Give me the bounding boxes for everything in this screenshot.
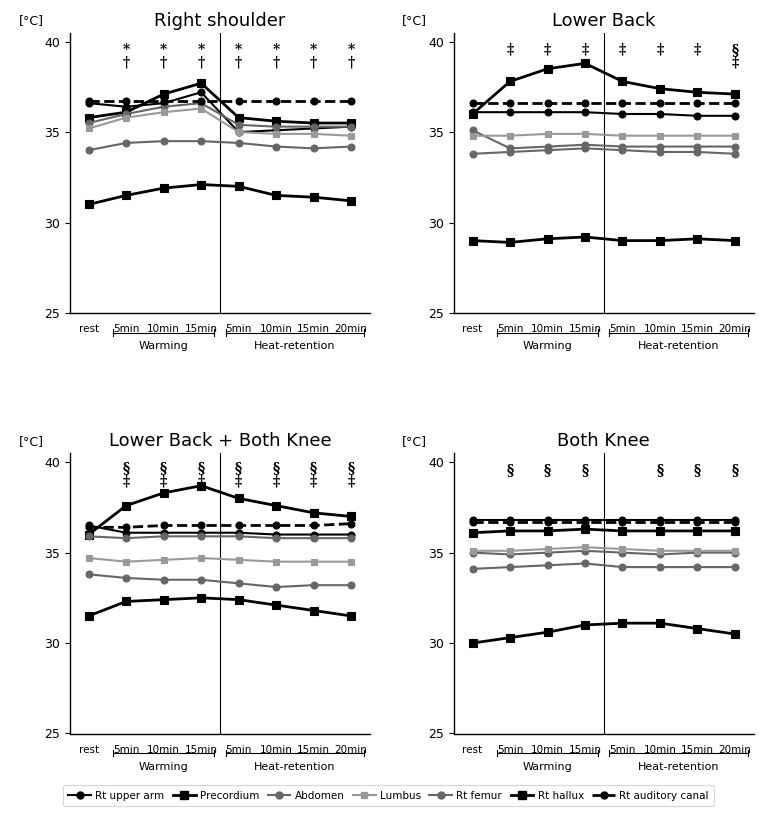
Text: †: † [123, 55, 130, 69]
Text: §: § [310, 460, 317, 474]
Text: Warming: Warming [523, 761, 573, 772]
Text: *: * [235, 42, 242, 57]
Text: Warming: Warming [139, 341, 189, 351]
Text: *: * [160, 42, 167, 57]
Text: Heat-retention: Heat-retention [638, 761, 720, 772]
Text: §: § [507, 463, 514, 478]
Text: 15min: 15min [681, 745, 714, 755]
Text: §: § [160, 460, 167, 474]
Text: §: § [235, 460, 242, 474]
Text: §: § [197, 460, 204, 474]
Text: ‡: ‡ [507, 42, 514, 57]
Text: 5min: 5min [225, 745, 252, 755]
Text: 10min: 10min [531, 745, 564, 755]
Y-axis label: [°C]: [°C] [402, 434, 427, 447]
Text: 10min: 10min [260, 324, 293, 334]
Text: ‡: ‡ [694, 42, 701, 57]
Title: Lower Back: Lower Back [552, 11, 656, 29]
Text: ‡: ‡ [544, 42, 551, 57]
Text: Warming: Warming [523, 341, 573, 351]
Text: 10min: 10min [260, 745, 293, 755]
Text: §: § [731, 42, 738, 57]
Text: ‡: ‡ [310, 474, 317, 488]
Text: Heat-retention: Heat-retention [254, 341, 336, 351]
Text: 15min: 15min [569, 324, 601, 334]
Text: †: † [310, 55, 317, 69]
Text: rest: rest [78, 745, 99, 755]
Text: 5min: 5min [609, 324, 636, 334]
Legend: Rt upper arm, Precordium, Abdomen, Lumbus, Rt femur, Rt hallux, Rt auditory cana: Rt upper arm, Precordium, Abdomen, Lumbu… [63, 786, 714, 806]
Text: §: § [731, 463, 738, 478]
Text: 5min: 5min [609, 745, 636, 755]
Text: 5min: 5min [113, 745, 139, 755]
Text: 20min: 20min [335, 745, 368, 755]
Text: ‡: ‡ [581, 42, 589, 57]
Text: ‡: ‡ [657, 42, 664, 57]
Text: 10min: 10min [147, 324, 180, 334]
Y-axis label: [°C]: [°C] [19, 14, 44, 27]
Text: 10min: 10min [147, 745, 180, 755]
Text: 15min: 15min [297, 324, 330, 334]
Text: rest: rest [462, 324, 483, 334]
Text: ‡: ‡ [160, 474, 167, 488]
Text: 20min: 20min [719, 745, 751, 755]
Text: *: * [273, 42, 280, 57]
Text: Heat-retention: Heat-retention [638, 341, 720, 351]
Text: Warming: Warming [139, 761, 189, 772]
Text: §: § [544, 463, 551, 478]
Text: 10min: 10min [643, 324, 677, 334]
Text: 5min: 5min [497, 745, 523, 755]
Text: ‡: ‡ [235, 474, 242, 488]
Text: rest: rest [78, 324, 99, 334]
Text: Heat-retention: Heat-retention [254, 761, 336, 772]
Text: 10min: 10min [531, 324, 564, 334]
Text: †: † [197, 55, 205, 69]
Text: 10min: 10min [643, 745, 677, 755]
Text: ‡: ‡ [731, 55, 739, 69]
Text: *: * [347, 42, 355, 57]
Text: †: † [273, 55, 280, 69]
Text: 15min: 15min [297, 745, 330, 755]
Text: 5min: 5min [225, 324, 252, 334]
Text: §: § [123, 460, 130, 474]
Text: §: § [273, 460, 280, 474]
Text: *: * [197, 42, 205, 57]
Text: 15min: 15min [185, 745, 218, 755]
Title: Both Knee: Both Knee [557, 432, 650, 450]
Y-axis label: [°C]: [°C] [19, 434, 44, 447]
Y-axis label: [°C]: [°C] [402, 14, 427, 27]
Text: †: † [235, 55, 242, 69]
Title: Right shoulder: Right shoulder [154, 11, 286, 29]
Text: ‡: ‡ [273, 474, 280, 488]
Text: ‡: ‡ [347, 474, 355, 488]
Text: ‡: ‡ [197, 474, 205, 488]
Text: §: § [657, 463, 664, 478]
Text: 15min: 15min [681, 324, 714, 334]
Text: rest: rest [462, 745, 483, 755]
Text: 20min: 20min [335, 324, 368, 334]
Text: †: † [347, 55, 355, 69]
Text: 5min: 5min [113, 324, 139, 334]
Text: *: * [310, 42, 317, 57]
Text: 15min: 15min [185, 324, 218, 334]
Text: *: * [123, 42, 130, 57]
Text: §: § [694, 463, 701, 478]
Text: §: § [581, 463, 588, 478]
Title: Lower Back + Both Knee: Lower Back + Both Knee [109, 432, 331, 450]
Text: ‡: ‡ [123, 474, 130, 488]
Text: 15min: 15min [569, 745, 601, 755]
Text: ‡: ‡ [618, 42, 626, 57]
Text: 20min: 20min [719, 324, 751, 334]
Text: 5min: 5min [497, 324, 523, 334]
Text: †: † [160, 55, 167, 69]
Text: §: § [347, 460, 354, 474]
